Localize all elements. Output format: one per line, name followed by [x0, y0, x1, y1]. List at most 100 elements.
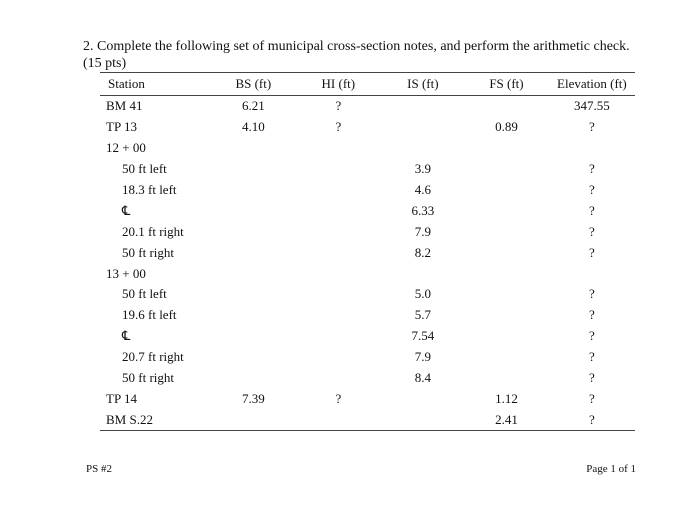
footer-page-number: Page 1 of 1: [586, 463, 636, 475]
is-cell: [382, 96, 465, 117]
elevation-cell: [549, 263, 635, 284]
elevation-cell: ?: [588, 349, 595, 365]
is-cell: 4.6: [414, 182, 431, 197]
is-cell: [381, 409, 465, 432]
station-cell: TP 13: [106, 119, 137, 135]
table-row: 19.6 ft left 5.7?: [100, 305, 635, 326]
station-cell: BM S.22: [100, 409, 212, 432]
hi-cell: [295, 284, 381, 305]
table-row: 20.1 ft right 7.9?: [100, 221, 635, 242]
station-cell: ℄: [122, 202, 131, 218]
is-cell: 8.4: [414, 370, 431, 386]
question-line-1: 2. Complete the following set of municip…: [83, 39, 630, 54]
station-cell: ℄: [122, 328, 131, 344]
hi-cell: ?: [335, 98, 342, 114]
elevation-cell: ?: [588, 223, 595, 239]
table-row: BM 41 6.21? 347.55: [100, 96, 635, 117]
hi-cell: [295, 159, 381, 180]
bs-cell: [212, 284, 296, 305]
elevation-cell: ?: [548, 409, 635, 432]
is-cell: [382, 138, 465, 159]
header-elevation: Elevation (ft): [548, 72, 635, 96]
fs-cell: [464, 368, 549, 389]
bs-cell: 7.39: [241, 390, 265, 406]
hi-cell: [295, 242, 381, 263]
bs-cell: [212, 221, 296, 242]
hi-cell: ?: [335, 119, 342, 135]
station-cell: 12 + 00: [106, 140, 146, 156]
table-row: BM S.22 2.41?: [100, 409, 635, 432]
table-row: ℄ 7.54?: [100, 326, 635, 347]
table-body: BM 41 6.21? 347.55 TP 13 4.10? 0.89? 12 + 00 50…: [100, 96, 635, 432]
is-cell: 6.33: [411, 202, 435, 218]
table-row: 13 + 00: [100, 263, 635, 284]
fs-cell: [464, 200, 549, 221]
bs-cell: [212, 159, 296, 180]
table-row: 50 ft right 8.2?: [100, 242, 635, 263]
station-cell: TP 14: [106, 390, 137, 406]
elevation-cell: ?: [588, 202, 595, 218]
is-cell: 8.2: [414, 244, 431, 260]
elevation-cell: ?: [588, 390, 595, 406]
cross-section-notes-table: Station BS (ft) HI (ft) IS (ft) FS (ft) …: [100, 72, 635, 432]
is-cell: 5.7: [414, 307, 431, 323]
station-cell: BM 41: [106, 98, 143, 114]
station-cell: 50 ft right: [122, 244, 174, 260]
fs-cell: [464, 96, 549, 117]
fs-cell: [464, 305, 549, 326]
bs-cell: [212, 200, 296, 221]
table-row: 20.7 ft right 7.9?: [100, 347, 635, 368]
hi-cell: [295, 326, 381, 347]
station-cell: 20.1 ft right: [122, 223, 184, 239]
bs-cell: [212, 347, 296, 368]
elevation-cell: ?: [588, 286, 595, 302]
header-fs: FS (ft): [464, 72, 549, 96]
bs-cell: 4.10: [241, 119, 265, 135]
elevation-cell: ?: [588, 182, 595, 197]
elevation-cell: ?: [588, 307, 595, 323]
fs-cell: 2.41: [464, 409, 549, 432]
station-cell: 50 ft left: [122, 161, 167, 177]
is-cell: 7.9: [414, 349, 431, 365]
table-row: ℄ 6.33?: [100, 200, 635, 221]
fs-cell: 0.89: [495, 119, 518, 135]
fs-cell: [464, 221, 549, 242]
table-row: TP 13 4.10? 0.89?: [100, 117, 635, 138]
header-hi: HI (ft): [295, 72, 382, 96]
fs-cell: [464, 180, 549, 201]
is-cell: 3.9: [414, 161, 431, 177]
hi-cell: ?: [335, 390, 342, 406]
station-cell: 50 ft right: [122, 370, 174, 386]
hi-cell: [295, 263, 381, 284]
hi-cell: [295, 409, 382, 432]
fs-cell: [464, 263, 549, 284]
hi-cell: [295, 305, 381, 326]
question-line-2: (15 pts): [83, 56, 127, 71]
hi-cell: [295, 138, 381, 159]
fs-cell: [464, 242, 549, 263]
bs-cell: [212, 180, 296, 201]
is-cell: [382, 263, 465, 284]
table-row: 50 ft left 5.0?: [100, 284, 635, 305]
table-row: 50 ft right 8.4?: [100, 368, 635, 389]
elevation-cell: ?: [588, 244, 595, 260]
bs-cell: 6.21: [241, 98, 265, 114]
header-is: IS (ft): [381, 72, 465, 96]
elevation-cell: 347.55: [574, 98, 610, 114]
bs-cell: [212, 368, 296, 389]
footer-problem-set: PS #2: [86, 463, 112, 475]
elevation-cell: ?: [588, 119, 595, 135]
hi-cell: [295, 347, 381, 368]
elevation-cell: ?: [588, 161, 595, 177]
elevation-cell: [549, 138, 635, 159]
station-cell: 13 + 00: [106, 265, 146, 281]
hi-cell: [295, 200, 381, 221]
is-cell: [382, 388, 465, 409]
hi-cell: [295, 221, 381, 242]
header-bs: BS (ft): [211, 72, 296, 96]
fs-cell: [464, 159, 549, 180]
station-cell: 20.7 ft right: [122, 349, 184, 365]
elevation-cell: ?: [588, 370, 595, 386]
is-cell: 7.54: [411, 328, 435, 344]
